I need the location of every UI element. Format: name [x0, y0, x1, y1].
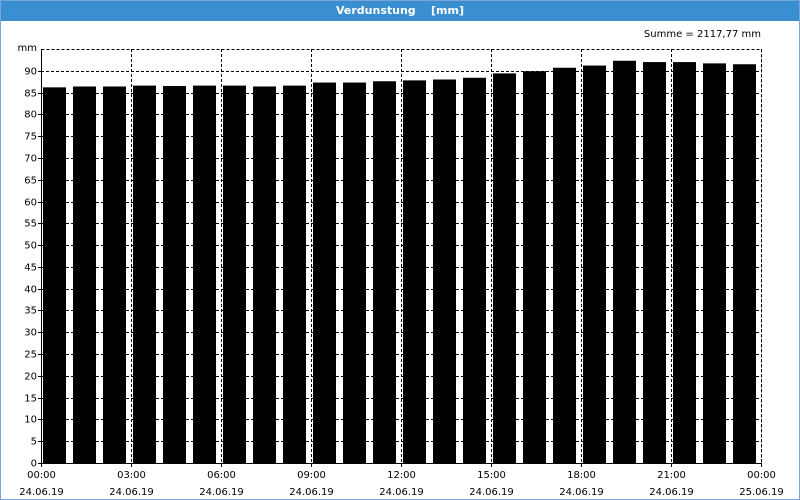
bar [253, 86, 276, 463]
bar [553, 67, 576, 463]
y-tick-label: 90 [24, 67, 37, 78]
bar [403, 80, 426, 464]
bar [163, 86, 186, 463]
y-tick-label: 55 [24, 219, 37, 230]
bar [133, 85, 156, 463]
y-tick-label: 5 [31, 437, 37, 448]
y-tick-label: 10 [24, 415, 37, 426]
x-tick-label: 21:00 24.06.19 [649, 470, 694, 498]
bar [733, 64, 756, 464]
y-tick-label: 0 [31, 459, 37, 470]
y-unit: mm [18, 43, 37, 54]
x-tick-label: 18:00 24.06.19 [559, 470, 604, 498]
bar [73, 86, 96, 463]
x-tick-label: 03:00 24.06.19 [109, 470, 154, 498]
x-tick-label: 06:00 24.06.19 [199, 470, 244, 498]
bar [643, 62, 666, 464]
bar [583, 65, 606, 463]
bar [43, 87, 66, 463]
bar [463, 77, 486, 463]
y-tick-label: 45 [24, 263, 37, 274]
y-tick-label: 65 [24, 176, 37, 187]
title-bar: Verdunstung [mm] [1, 1, 799, 21]
y-tick-label: 80 [24, 110, 37, 121]
bar [373, 81, 396, 464]
sum-label: Summe = 2117,77 mm [644, 29, 761, 40]
bar [433, 79, 456, 464]
y-tick-label: 30 [24, 328, 37, 339]
y-tick-label: 60 [24, 198, 37, 209]
bar [703, 63, 726, 464]
y-tick-label: 75 [24, 132, 37, 143]
x-tick-label: 12:00 24.06.19 [379, 470, 424, 498]
bar [283, 85, 306, 463]
y-tick-label: 35 [24, 306, 37, 317]
y-tick-label: 25 [24, 350, 37, 361]
y-tick-label: 70 [24, 154, 37, 165]
x-tick-label: 00:00 25.06.19 [739, 470, 784, 498]
x-tick-label: 00:00 24.06.19 [19, 470, 64, 498]
bar [103, 86, 126, 463]
y-tick-label: 50 [24, 241, 37, 252]
y-tick-label: 15 [24, 394, 37, 405]
bar [523, 71, 546, 463]
x-tick-label: 09:00 24.06.19 [289, 470, 334, 498]
bar [223, 85, 246, 463]
bar [613, 60, 636, 463]
bar [493, 73, 516, 464]
bar [343, 82, 366, 463]
y-tick-label: 85 [24, 89, 37, 100]
x-tick-label: 15:00 24.06.19 [469, 470, 514, 498]
y-tick-label: 20 [24, 372, 37, 383]
bar [193, 85, 216, 463]
y-tick-label: 40 [24, 285, 37, 296]
bar [313, 82, 336, 463]
bar [673, 62, 696, 464]
